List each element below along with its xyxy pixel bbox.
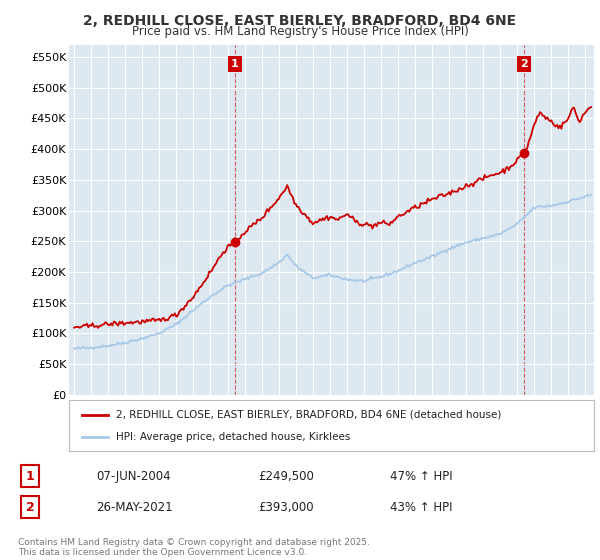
Text: 26-MAY-2021: 26-MAY-2021 (96, 501, 173, 514)
Text: £393,000: £393,000 (258, 501, 314, 514)
Text: £249,500: £249,500 (258, 470, 314, 483)
Text: HPI: Average price, detached house, Kirklees: HPI: Average price, detached house, Kirk… (116, 432, 350, 442)
Text: 47% ↑ HPI: 47% ↑ HPI (390, 470, 452, 483)
Text: 07-JUN-2004: 07-JUN-2004 (96, 470, 170, 483)
Text: 43% ↑ HPI: 43% ↑ HPI (390, 501, 452, 514)
Text: 2: 2 (26, 501, 34, 514)
Text: 2: 2 (520, 59, 528, 69)
Text: 1: 1 (231, 59, 239, 69)
Text: Price paid vs. HM Land Registry's House Price Index (HPI): Price paid vs. HM Land Registry's House … (131, 25, 469, 38)
Text: Contains HM Land Registry data © Crown copyright and database right 2025.
This d: Contains HM Land Registry data © Crown c… (18, 538, 370, 557)
Text: 1: 1 (26, 470, 34, 483)
Text: 2, REDHILL CLOSE, EAST BIERLEY, BRADFORD, BD4 6NE (detached house): 2, REDHILL CLOSE, EAST BIERLEY, BRADFORD… (116, 409, 502, 419)
Text: 2, REDHILL CLOSE, EAST BIERLEY, BRADFORD, BD4 6NE: 2, REDHILL CLOSE, EAST BIERLEY, BRADFORD… (83, 14, 517, 28)
